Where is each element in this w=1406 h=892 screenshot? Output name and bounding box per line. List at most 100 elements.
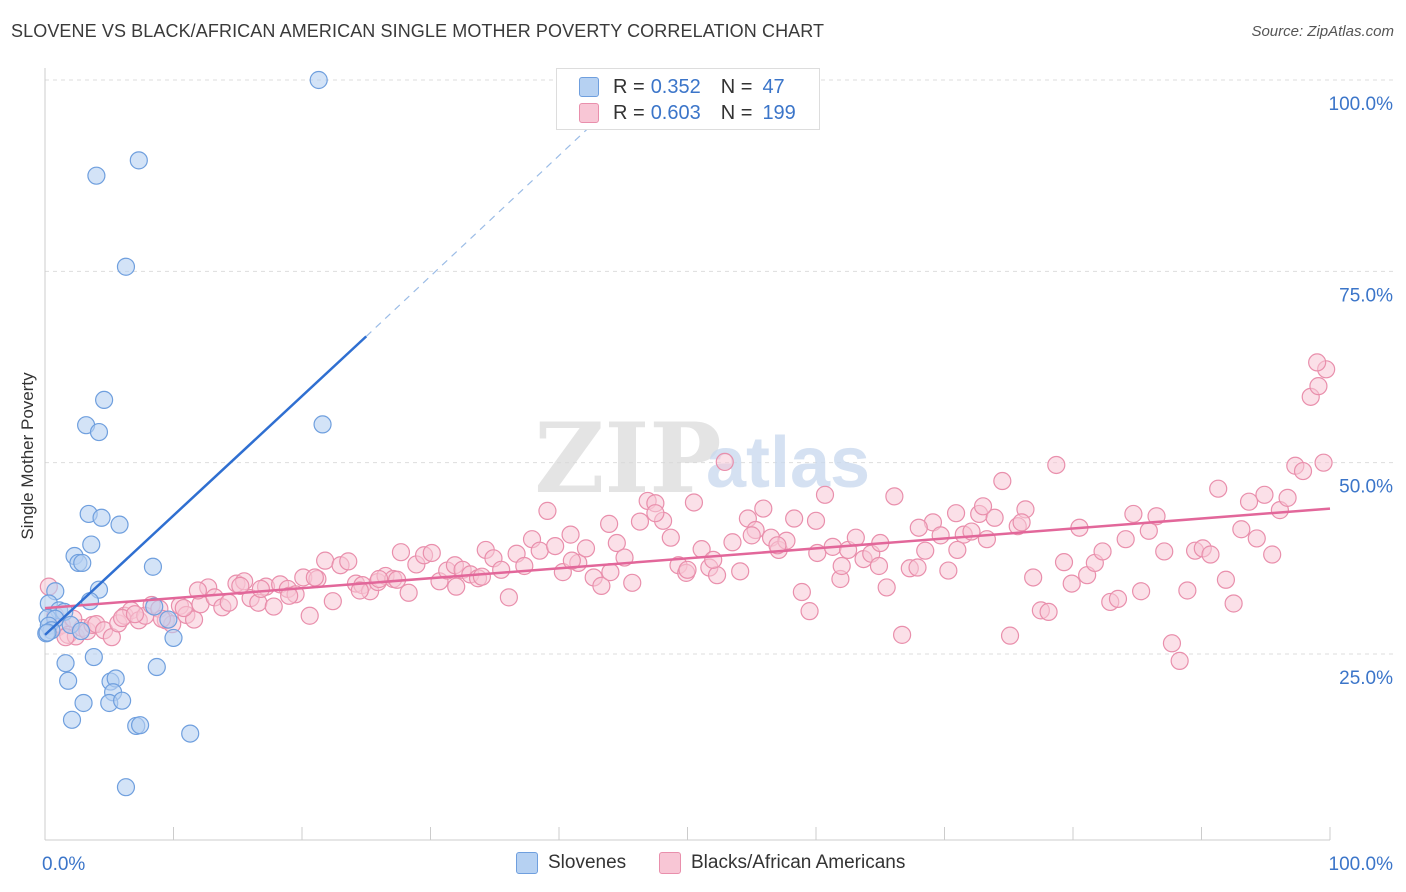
point-blacks: [339, 552, 358, 571]
point-blacks: [785, 509, 804, 528]
point-blacks: [1132, 582, 1151, 601]
point-slovenes: [129, 151, 148, 170]
legend-row-blacks[interactable]: R = 0.603 N = 199: [579, 101, 796, 125]
point-blacks: [1232, 520, 1251, 539]
legend-item-blacks[interactable]: Blacks/African Americans: [659, 852, 905, 874]
point-blacks: [1062, 574, 1081, 593]
legend-n-value: 47: [762, 75, 785, 98]
point-blacks: [916, 541, 935, 560]
point-blacks: [684, 493, 704, 512]
point-blacks: [731, 562, 750, 581]
point-blacks: [1124, 504, 1143, 524]
point-slovenes: [309, 70, 328, 90]
legend-item-slovenes[interactable]: Slovenes: [516, 852, 626, 874]
point-blacks: [630, 512, 650, 531]
point-blacks: [646, 504, 665, 523]
point-blacks: [1314, 453, 1333, 472]
point-slovenes: [130, 716, 150, 735]
legend-label-slovenes: Slovenes: [548, 852, 627, 873]
series-legend: Slovenes Blacks/African Americans: [0, 852, 1406, 876]
trend-extension-slovenes: [365, 94, 624, 337]
point-blacks: [993, 471, 1012, 491]
axes: [44, 68, 1331, 841]
point-blacks: [499, 588, 518, 607]
point-blacks: [1293, 461, 1313, 481]
point-blacks: [607, 533, 626, 553]
point-blacks: [877, 578, 896, 597]
point-blacks: [1247, 529, 1266, 548]
series-blacks-points: [39, 353, 1336, 670]
legend-n-value: 199: [762, 101, 796, 124]
point-blacks: [447, 577, 466, 596]
point-slovenes: [143, 557, 163, 576]
point-blacks: [1209, 479, 1228, 498]
legend-row-slovenes[interactable]: R = 0.352 N = 47: [579, 75, 785, 99]
point-blacks: [792, 582, 811, 602]
y-tick-label: 50.0%: [1339, 477, 1393, 498]
legend-swatch-pink: [579, 103, 599, 123]
point-blacks: [561, 525, 580, 544]
point-slovenes: [159, 610, 178, 629]
point-blacks: [892, 625, 912, 644]
point-blacks: [715, 452, 734, 472]
series-slovenes-points: [37, 70, 332, 797]
legend-n-label: N =: [720, 101, 753, 124]
point-blacks: [909, 518, 928, 537]
point-blacks: [280, 586, 299, 605]
point-blacks: [885, 487, 904, 506]
point-slovenes: [87, 166, 106, 185]
point-blacks: [399, 583, 418, 602]
point-blacks: [530, 541, 549, 560]
point-blacks: [219, 593, 238, 612]
point-blacks: [869, 556, 889, 576]
point-slovenes: [95, 390, 114, 410]
point-blacks: [832, 556, 851, 576]
point-blacks: [1155, 542, 1174, 561]
point-blacks: [391, 543, 411, 562]
point-blacks: [948, 540, 967, 560]
point-slovenes: [89, 422, 109, 442]
point-blacks: [1308, 353, 1327, 372]
point-blacks: [184, 610, 204, 629]
point-blacks: [546, 536, 565, 556]
point-blacks: [800, 602, 819, 621]
point-blacks: [931, 526, 950, 545]
point-blacks: [768, 536, 787, 555]
legend-label-blacks: Blacks/African Americans: [691, 852, 906, 873]
point-slovenes: [116, 778, 136, 797]
point-blacks: [1224, 594, 1243, 613]
trend-line-slovenes: [44, 335, 368, 636]
point-blacks: [350, 581, 369, 600]
point-blacks: [538, 501, 557, 520]
point-slovenes: [181, 724, 200, 743]
point-blacks: [704, 550, 723, 569]
legend-r-label: R =: [613, 101, 645, 124]
point-slovenes: [145, 597, 164, 616]
point-blacks: [370, 569, 389, 589]
point-slovenes: [71, 621, 91, 641]
point-blacks: [1093, 542, 1112, 561]
point-slovenes: [147, 657, 166, 677]
point-blacks: [623, 573, 642, 592]
source-label[interactable]: Source: ZipAtlas.com: [1251, 23, 1394, 40]
trend-lines: [44, 94, 1331, 636]
point-blacks: [492, 560, 511, 579]
point-slovenes: [80, 592, 100, 611]
point-blacks: [1054, 553, 1074, 572]
point-blacks: [707, 566, 727, 585]
point-blacks: [422, 543, 441, 563]
y-tick-label: 100.0%: [1329, 94, 1394, 115]
point-blacks: [742, 526, 761, 545]
point-blacks: [661, 528, 680, 547]
point-blacks: [231, 576, 250, 595]
point-slovenes: [164, 628, 183, 648]
point-blacks: [1178, 581, 1197, 600]
point-blacks: [601, 563, 620, 582]
y-tick-label: 75.0%: [1339, 285, 1393, 306]
stats-legend: R = 0.352 N = 47 R = 0.603 N = 199: [556, 68, 820, 130]
point-slovenes: [82, 535, 101, 554]
point-blacks: [678, 560, 697, 579]
point-blacks: [1278, 488, 1297, 507]
point-slovenes: [56, 654, 75, 673]
point-blacks: [323, 592, 342, 611]
